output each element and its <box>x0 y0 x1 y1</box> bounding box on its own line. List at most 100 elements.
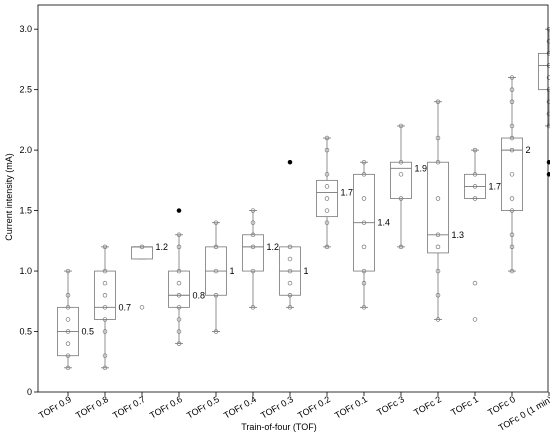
data-point <box>546 26 550 32</box>
data-point <box>361 220 367 225</box>
data-point <box>287 244 293 250</box>
x-tick-label: TOFr 0.3 <box>259 394 295 421</box>
data-point <box>398 172 404 177</box>
data-point <box>472 196 478 201</box>
y-tick-label: 0.5 <box>19 327 32 337</box>
box-2: 0.7 <box>94 244 132 371</box>
data-point <box>102 353 108 358</box>
data-point <box>324 208 330 213</box>
data-point <box>324 147 330 153</box>
data-point <box>509 123 515 129</box>
outlier-point <box>139 305 145 310</box>
data-point <box>324 135 330 141</box>
data-point <box>546 51 550 56</box>
median-label: 2 <box>526 145 531 155</box>
data-point <box>361 172 367 177</box>
x-tick-label: TOFr 0.8 <box>74 394 110 421</box>
median-label: 1.7 <box>341 187 354 197</box>
median-label: 1.3 <box>452 230 465 240</box>
data-point <box>546 87 550 92</box>
box-11: 1.3 <box>427 99 465 322</box>
data-point <box>435 293 441 298</box>
data-point <box>176 341 182 346</box>
data-point <box>250 305 256 310</box>
data-point <box>176 244 182 250</box>
data-point <box>472 147 478 153</box>
data-point <box>324 172 330 177</box>
box-14: 2.7 <box>538 26 550 177</box>
data-point <box>361 305 367 310</box>
data-point <box>435 159 441 165</box>
data-point <box>287 293 293 298</box>
data-point <box>102 305 108 310</box>
box-5: 1 <box>205 220 235 334</box>
data-point <box>287 305 293 310</box>
data-point <box>176 293 182 298</box>
data-point <box>176 232 182 238</box>
data-point <box>65 268 71 274</box>
data-point <box>398 159 404 165</box>
box-body <box>538 52 550 91</box>
data-point <box>287 280 293 286</box>
data-point <box>65 329 71 334</box>
x-tick-label: TOFc 2 <box>412 394 443 418</box>
data-point <box>361 159 367 165</box>
data-point <box>509 75 515 80</box>
data-point <box>361 268 367 274</box>
x-tick-label: TOFr 0.5 <box>185 394 221 421</box>
data-point <box>435 317 441 322</box>
box-4: 0.8 <box>168 208 206 346</box>
median-label: 1.7 <box>489 181 502 191</box>
data-point <box>176 305 182 310</box>
data-point <box>176 280 182 286</box>
outlier-point <box>472 317 478 322</box>
data-point <box>324 220 330 225</box>
data-point <box>509 147 515 153</box>
data-point <box>509 208 515 213</box>
y-tick-label: 3.0 <box>19 24 32 34</box>
data-point <box>213 244 219 250</box>
box-8: 1.7 <box>316 135 354 250</box>
x-tick-label: TOFr 0.9 <box>37 394 73 421</box>
box-body <box>242 234 264 272</box>
median-label: 0.7 <box>119 302 132 312</box>
y-tick-label: 2.5 <box>19 85 32 95</box>
data-point <box>102 293 108 298</box>
data-point <box>509 172 515 177</box>
median-label: 1 <box>230 266 235 276</box>
box-9: 1.4 <box>353 159 391 310</box>
data-point <box>213 329 219 334</box>
data-point <box>509 232 515 238</box>
data-point <box>324 184 330 189</box>
data-point <box>213 220 219 225</box>
x-tick-label: TOFr 0.1 <box>333 394 369 421</box>
median-label: 1.4 <box>378 218 391 228</box>
median-label: 0.5 <box>82 327 95 337</box>
data-point <box>102 329 108 334</box>
data-point <box>287 256 293 262</box>
median-label: 0.8 <box>193 290 206 300</box>
box-13: 2 <box>501 75 531 274</box>
x-tick-label: TOFc 3 <box>375 394 406 418</box>
data-point <box>65 353 71 358</box>
data-point <box>509 135 515 141</box>
y-tick-label: 1.0 <box>19 266 32 276</box>
box-body <box>168 270 190 308</box>
x-tick-label: TOFr 0.2 <box>296 394 332 421</box>
data-point <box>176 317 182 322</box>
box-10: 1.9 <box>390 123 428 250</box>
data-point <box>250 232 256 238</box>
median-label: 1.9 <box>415 163 428 173</box>
data-point <box>435 135 441 141</box>
data-point <box>213 268 219 274</box>
data-point <box>213 293 219 298</box>
box-7: 1 <box>279 159 309 310</box>
data-point <box>435 232 441 238</box>
filled-outlier <box>287 160 293 165</box>
x-tick-label: TOFr 0.7 <box>111 394 147 421</box>
data-point <box>472 172 478 177</box>
x-tick-label: TOFr 0.4 <box>222 394 258 421</box>
outlier-point <box>472 280 478 286</box>
box-1: 0.5 <box>57 268 95 371</box>
